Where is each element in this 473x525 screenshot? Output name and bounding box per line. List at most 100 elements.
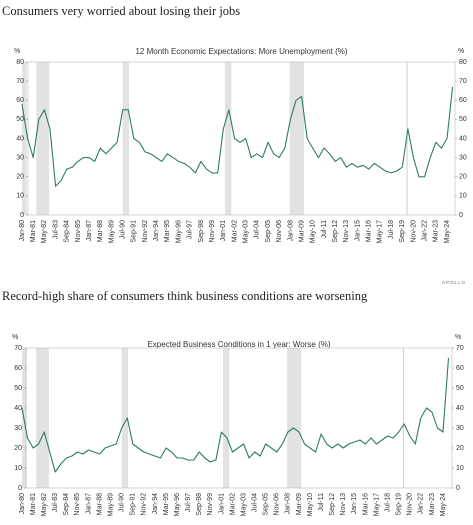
x-tick-label: Jan-94 <box>153 220 160 242</box>
x-tick-label: Jul-04 <box>252 493 259 512</box>
y-tick-label: 20 <box>14 445 22 452</box>
x-tick-label: Sep-19 <box>396 493 403 516</box>
x-tick-label: Nov-20 <box>407 493 414 516</box>
x-tick-label: Mar-16 <box>366 220 373 242</box>
x-tick-label: May-24 <box>440 493 447 516</box>
y-tick-label: 50 <box>14 385 22 392</box>
x-tick-label: Mar-95 <box>164 220 171 242</box>
x-tick-label: May-03 <box>240 493 247 516</box>
y2-tick-label: 30 <box>456 425 464 432</box>
y2-tick-label: 0 <box>456 485 460 492</box>
y-tick-label: 0 <box>18 485 22 492</box>
x-tick-label: Jul-90 <box>119 493 126 512</box>
chart-heading: Consumers very worried about losing thei… <box>2 4 240 18</box>
x-tick-label: Nov-99 <box>207 493 214 516</box>
x-tick-label: Sep-12 <box>329 493 336 516</box>
x-tick-label: Jan-22 <box>421 220 428 242</box>
x-tick-label: Nov-85 <box>74 493 81 516</box>
y2-tick-label: 20 <box>456 445 464 452</box>
y-axis-label: % <box>12 334 18 341</box>
recession-band <box>36 62 50 215</box>
x-tick-label: May-89 <box>107 493 114 516</box>
y2-tick-label: 10 <box>459 193 467 200</box>
y2-tick-label: 60 <box>456 365 464 372</box>
y-tick-label: 50 <box>16 116 24 123</box>
x-tick-label: Sep-91 <box>131 220 138 243</box>
y2-tick-label: 40 <box>459 135 467 142</box>
y2-tick-label: 50 <box>459 116 467 123</box>
y2-tick-label: 80 <box>459 59 467 66</box>
x-tick-label: Mar-02 <box>229 493 236 515</box>
y-tick-label: 70 <box>16 78 24 85</box>
x-tick-label: May-17 <box>373 493 380 516</box>
logo: APOLLO <box>442 280 466 285</box>
recession-band <box>121 348 129 488</box>
x-tick-label: Nov-06 <box>276 220 283 243</box>
x-tick-label: Mar-88 <box>96 493 103 515</box>
y2-axis-label: % <box>455 334 461 341</box>
x-tick-label: Mar-81 <box>30 493 37 515</box>
x-tick-label: Sep-98 <box>196 493 203 516</box>
y-tick-label: 20 <box>16 174 24 181</box>
x-tick-label: May-82 <box>41 220 48 243</box>
recession-band <box>223 348 230 488</box>
y-tick-label: 80 <box>16 59 24 66</box>
x-tick-label: Jul-11 <box>321 220 328 239</box>
x-tick-label: Sep-19 <box>399 220 406 243</box>
x-tick-label: Sep-98 <box>198 220 205 243</box>
chart-title: Expected Business Conditions in 1 year: … <box>147 340 330 349</box>
x-tick-label: Jul-04 <box>254 220 261 239</box>
y2-tick-label: 70 <box>456 345 464 352</box>
x-tick-label: Jan-01 <box>220 220 227 242</box>
x-tick-label: Nov-13 <box>340 493 347 516</box>
x-tick-label: Mar-09 <box>298 220 305 242</box>
x-tick-label: Mar-88 <box>97 220 104 242</box>
y2-tick-label: 20 <box>459 174 467 181</box>
x-tick-label: Jan-80 <box>19 493 26 515</box>
x-tick-label: Sep-05 <box>263 493 270 516</box>
y-tick-label: 60 <box>14 365 22 372</box>
recession-band <box>289 62 305 215</box>
x-tick-label: Mar-02 <box>231 220 238 242</box>
x-tick-label: Jan-01 <box>218 493 225 515</box>
x-tick-label: May-10 <box>310 220 317 243</box>
x-tick-label: Jan-22 <box>418 493 425 515</box>
x-tick-label: Jul-18 <box>384 493 391 512</box>
x-tick-label: Jul-90 <box>120 220 127 239</box>
recession-band <box>22 62 27 215</box>
y-tick-label: 10 <box>14 465 22 472</box>
x-tick-label: Jan-94 <box>152 493 159 515</box>
x-tick-label: Jan-87 <box>85 493 92 515</box>
x-tick-label: Nov-85 <box>75 220 82 243</box>
x-tick-label: May-82 <box>41 493 48 516</box>
x-tick-label: Jan-15 <box>354 220 361 242</box>
y2-tick-label: 60 <box>459 97 467 104</box>
x-tick-label: Mar-23 <box>433 220 440 242</box>
x-tick-label: Nov-92 <box>142 220 149 243</box>
x-tick-label: Nov-06 <box>274 493 281 516</box>
x-tick-label: Nov-13 <box>343 220 350 243</box>
x-tick-label: Nov-92 <box>141 493 148 516</box>
y2-axis-label: % <box>458 48 464 55</box>
x-tick-label: Nov-20 <box>410 220 417 243</box>
y-tick-label: 30 <box>16 154 24 161</box>
y-tick-label: 60 <box>16 97 24 104</box>
y-tick-label: 0 <box>20 212 24 219</box>
y-tick-label: 40 <box>14 405 22 412</box>
y2-tick-label: 40 <box>456 405 464 412</box>
x-tick-label: Jan-08 <box>287 220 294 242</box>
x-tick-label: Jul-83 <box>52 220 59 239</box>
x-tick-label: Jul-18 <box>388 220 395 239</box>
x-tick-label: May-96 <box>175 220 182 243</box>
x-tick-label: Jan-87 <box>86 220 93 242</box>
x-tick-label: Jan-15 <box>351 493 358 515</box>
recession-band <box>287 348 302 488</box>
x-tick-label: Mar-23 <box>429 493 436 515</box>
y2-tick-label: 10 <box>456 465 464 472</box>
y-tick-label: 10 <box>16 193 24 200</box>
x-tick-label: Sep-91 <box>130 493 137 516</box>
x-tick-label: Sep-05 <box>265 220 272 243</box>
x-tick-label: Sep-12 <box>332 220 339 243</box>
x-tick-label: Sep-84 <box>63 493 70 516</box>
